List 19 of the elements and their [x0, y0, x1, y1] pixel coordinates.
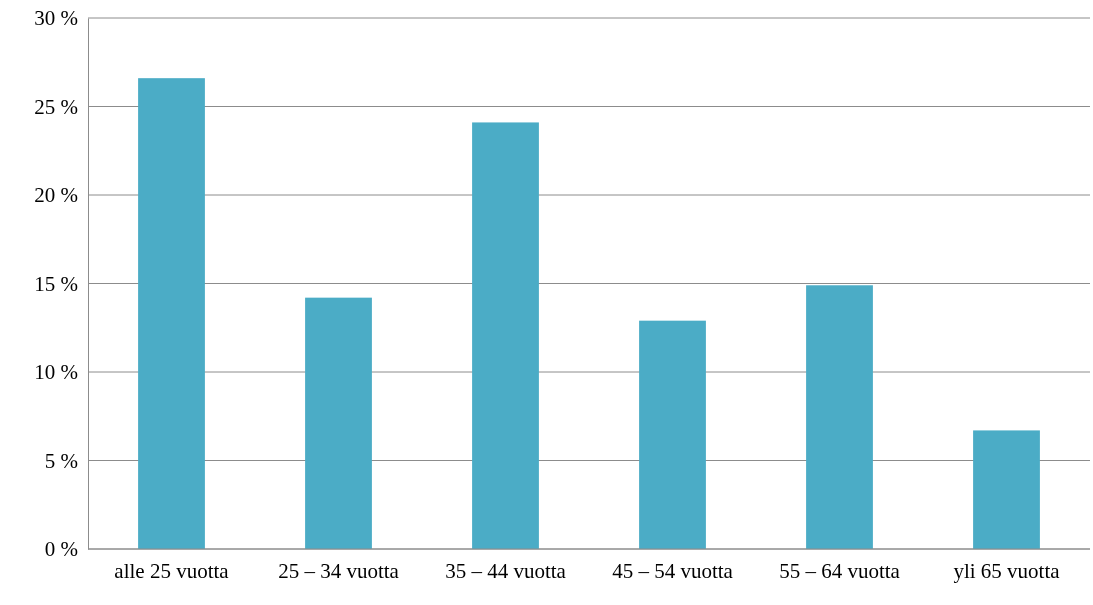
bar: [806, 285, 873, 549]
y-tick-label: 30 %: [34, 6, 78, 31]
x-tick-label: alle 25 vuotta: [114, 558, 230, 583]
y-tick-label: 25 %: [34, 94, 78, 119]
y-tick-label: 15 %: [34, 271, 78, 296]
y-tick-label: 0 %: [44, 537, 78, 562]
bar: [305, 297, 372, 549]
x-tick-label: 35 – 44 vuotta: [445, 558, 567, 583]
bar: [472, 122, 539, 549]
x-tick-label: yli 65 vuotta: [953, 558, 1061, 583]
bar: [138, 78, 205, 549]
x-tick-label: 25 – 34 vuotta: [278, 558, 400, 583]
x-tick-label: 55 – 64 vuotta: [779, 558, 901, 583]
bar: [639, 320, 706, 549]
y-tick-label: 20 %: [34, 183, 78, 208]
y-tick-label: 10 %: [34, 360, 78, 385]
y-tick-label: 5 %: [44, 448, 78, 473]
bar: [973, 430, 1040, 549]
x-tick-label: 45 – 54 vuotta: [612, 558, 734, 583]
